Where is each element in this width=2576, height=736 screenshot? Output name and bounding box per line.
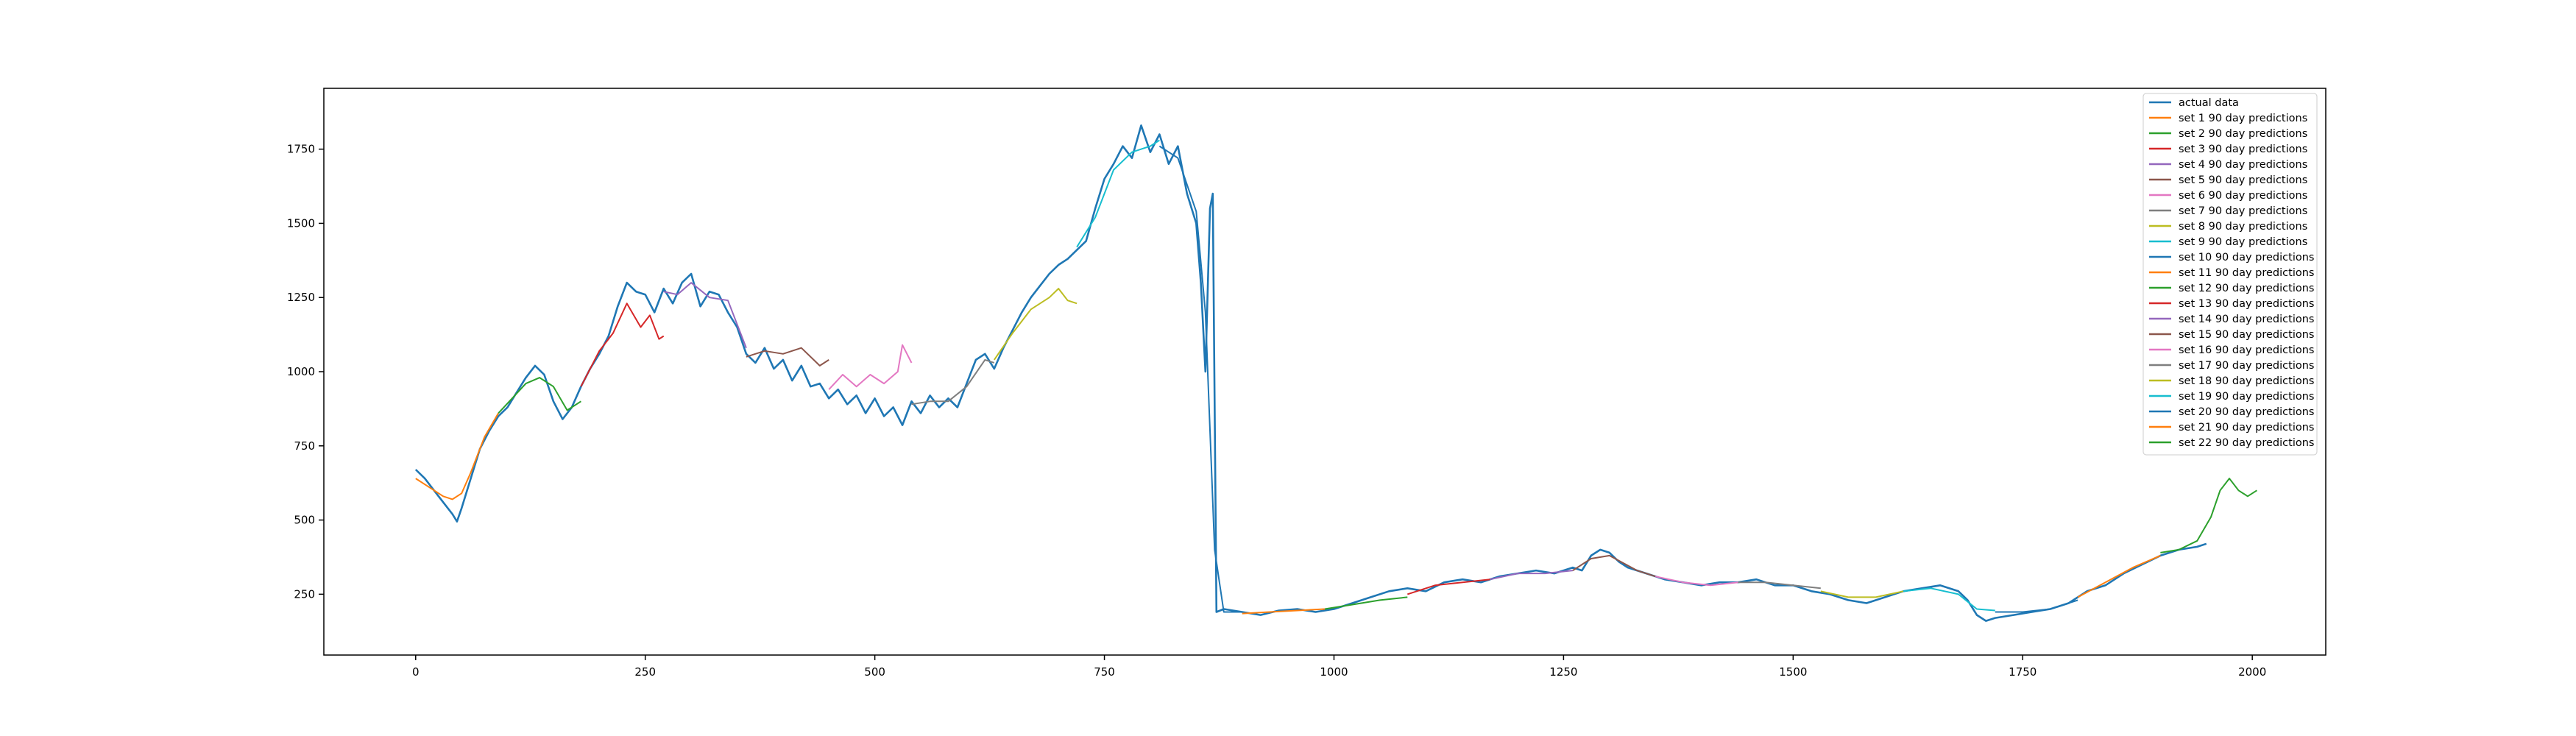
legend-label: set 13 90 day predictions	[2179, 298, 2314, 310]
y-tick-label: 500	[294, 514, 315, 527]
legend-label: set 9 90 day predictions	[2179, 236, 2307, 248]
legend-label: set 22 90 day predictions	[2179, 437, 2314, 449]
series-set-19-predictions	[1903, 587, 1995, 612]
y-tick-label: 750	[294, 439, 315, 453]
x-axis: 0 250 500 750 1000 1250 1500 1750 2000	[412, 655, 2266, 679]
series-set-5-predictions	[746, 347, 829, 367]
legend-label: set 6 90 day predictions	[2179, 190, 2307, 202]
legend-label: set 15 90 day predictions	[2179, 329, 2314, 341]
legend-label: set 2 90 day predictions	[2179, 128, 2307, 140]
series-set-20-predictions	[1995, 599, 2078, 613]
x-tick-label: 1750	[2009, 665, 2037, 679]
series-set-16-predictions	[1655, 576, 1738, 587]
y-tick-label: 1750	[287, 143, 315, 156]
legend-label: actual data	[2179, 97, 2239, 109]
series-layer	[414, 124, 2257, 622]
series-set-7-predictions	[911, 358, 995, 406]
legend-label: set 18 90 day predictions	[2179, 375, 2314, 387]
legend-label: set 21 90 day predictions	[2179, 422, 2314, 434]
series-set-18-predictions	[1820, 590, 1904, 598]
y-tick-label: 1000	[287, 365, 315, 378]
x-tick-label: 1250	[1549, 665, 1577, 679]
series-set-14-predictions	[1490, 570, 1574, 581]
plot-area	[324, 88, 2326, 655]
legend-label: set 16 90 day predictions	[2179, 344, 2314, 356]
y-axis: 250 500 750 1000 1250 1500 1750	[287, 143, 324, 601]
series-set-22-predictions	[2160, 478, 2257, 553]
legend-label: set 11 90 day predictions	[2179, 267, 2314, 279]
series-set-3-predictions	[580, 302, 665, 387]
legend-label: set 1 90 day predictions	[2179, 113, 2307, 124]
series-set-9-predictions	[1076, 139, 1160, 248]
x-tick-label: 250	[634, 665, 656, 679]
legend-label: set 4 90 day predictions	[2179, 159, 2307, 171]
legend-label: set 17 90 day predictions	[2179, 360, 2314, 372]
series-set-10-predictions	[1158, 145, 1242, 613]
legend: actual data set 1 90 day predictions set 2…	[2142, 93, 2318, 456]
x-tick-label: 0	[412, 665, 420, 679]
legend-label: set 10 90 day predictions	[2179, 252, 2314, 263]
series-set-2-predictions	[498, 377, 581, 414]
series-set-4-predictions	[663, 282, 747, 349]
series-set-15-predictions	[1572, 554, 1656, 578]
series-set-8-predictions	[993, 288, 1078, 361]
legend-label: set 5 90 day predictions	[2179, 174, 2307, 186]
y-tick-label: 1500	[287, 216, 315, 230]
x-tick-label: 1000	[1320, 665, 1348, 679]
series-set-17-predictions	[1738, 581, 1821, 590]
legend-label: set 3 90 day predictions	[2179, 144, 2307, 155]
x-tick-label: 1500	[1779, 665, 1807, 679]
x-tick-label: 2000	[2238, 665, 2266, 679]
x-tick-label: 750	[1094, 665, 1115, 679]
legend-label: set 14 90 day predictions	[2179, 314, 2314, 325]
legend-box	[2142, 93, 2318, 456]
series-set-13-predictions	[1406, 578, 1490, 595]
legend-label: set 20 90 day predictions	[2179, 406, 2314, 418]
legend-label: set 19 90 day predictions	[2179, 391, 2314, 403]
series-set-6-predictions	[828, 344, 913, 390]
series-set-11-predictions	[1242, 608, 1326, 615]
series-set-1-predictions	[415, 412, 499, 500]
series-set-12-predictions	[1324, 596, 1408, 610]
legend-label: set 12 90 day predictions	[2179, 283, 2314, 294]
legend-label: set 8 90 day predictions	[2179, 221, 2307, 233]
series-set-21-predictions	[2077, 554, 2161, 598]
x-tick-label: 500	[864, 665, 885, 679]
y-tick-label: 250	[294, 587, 315, 601]
legend-label: set 7 90 day predictions	[2179, 205, 2307, 217]
y-tick-label: 1250	[287, 291, 315, 304]
